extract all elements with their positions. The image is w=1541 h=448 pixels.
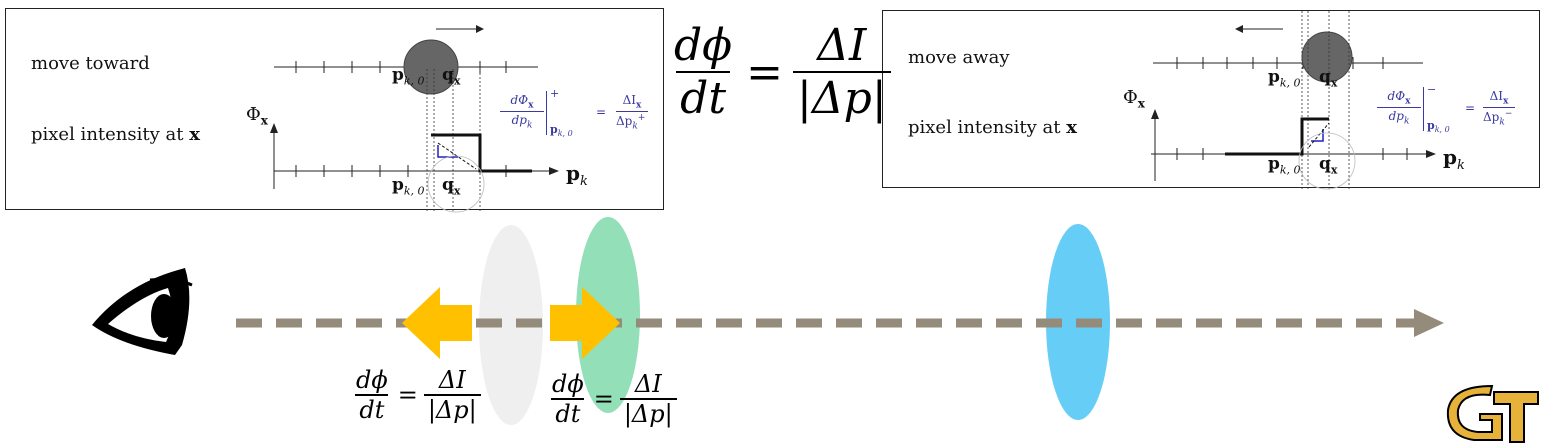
left-panel-move-toward: move toward pixel intensity at x [5, 8, 664, 213]
right-panel-move-away: move away pixel intensity at x [882, 10, 1540, 190]
object-circle [403, 39, 459, 95]
left-panel-graph [270, 25, 559, 213]
axis-label-pk: pk [566, 161, 588, 189]
lens-gray [479, 225, 543, 425]
caption-pixel-intensity: pixel intensity at x [31, 124, 200, 145]
pk0-label-top-right: pk, 0 [1268, 67, 1301, 90]
qx-label-bottom-right: qx [1319, 154, 1338, 177]
ray-arrowhead [1414, 309, 1444, 337]
caption-move-away: move away [908, 47, 1010, 68]
phi-label-right: Φx [1123, 87, 1145, 111]
lens-blue [1046, 224, 1110, 420]
caption-pixel-intensity-right: pixel intensity at x [908, 117, 1077, 138]
qx-label-top-right: qx [1319, 67, 1338, 90]
pk0-label-top: pk, 0 [392, 65, 425, 88]
gt-logo-icon [1446, 384, 1539, 443]
eye-icon [92, 268, 193, 355]
pk0-label-bottom: pk, 0 [392, 175, 425, 198]
phi-label: Φx [246, 104, 268, 128]
qx-label-bottom: qx [442, 175, 461, 198]
qx-label-top: qx [442, 65, 461, 88]
main-equation: dϕ dt = ΔI |Δp| [670, 20, 891, 124]
axis-label-pk-right: pk [1443, 145, 1465, 173]
equation-away: dϕ dt = ΔI |Δp| [548, 370, 677, 428]
caption-move-toward: move toward [31, 53, 150, 74]
equation-toward: dϕ dt = ΔI |Δp| [352, 366, 481, 424]
pk0-label-bottom-right: pk, 0 [1268, 154, 1301, 177]
arrow-toward [402, 287, 472, 359]
right-panel-graph [1151, 11, 1436, 190]
arrow-away [550, 287, 620, 359]
